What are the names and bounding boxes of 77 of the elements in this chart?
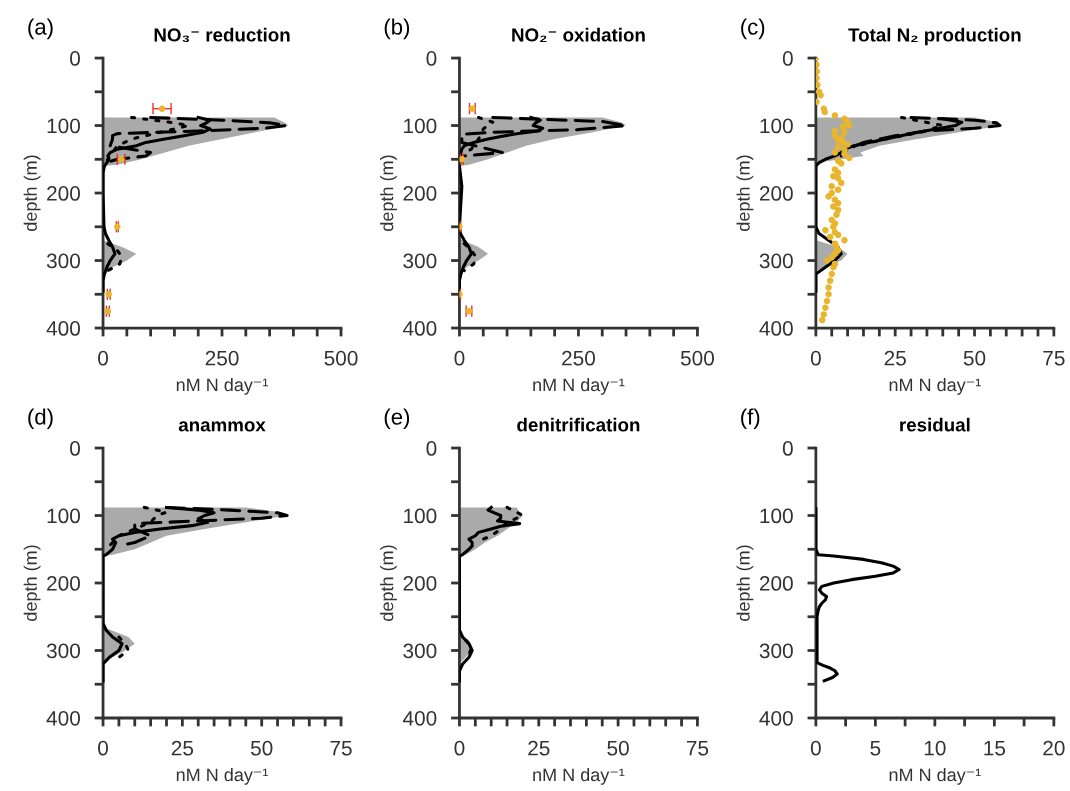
chart-title: residual [900,417,970,432]
y-tick-label: 400 [402,321,437,336]
x-tick-label: 0 [454,350,465,366]
chart-title: NO₂⁻ oxidation [512,27,645,42]
y-tick-label: 0 [70,441,80,456]
y-tick-label: 400 [759,321,793,336]
y-axis-title: depth (m) [380,155,397,231]
x-tick-label: 20 [1043,740,1065,756]
y-tick-label: 100 [760,118,793,134]
y-tick-label: 100 [47,118,81,134]
y-tick-label: 0 [426,51,437,66]
x-tick-label: 15 [984,740,1006,756]
x-tick-label: 25 [528,740,550,756]
text: (d) [28,408,53,430]
x-tick-label: 250 [205,350,239,366]
x-tick-label: 10 [924,740,946,756]
text: (c) [741,18,765,40]
y-axis-title: depth (m) [380,545,397,621]
y-tick-label: 300 [759,643,793,659]
y-tick-label: 0 [782,51,793,66]
x-tick-label: 0 [98,740,109,756]
y-tick-label: 100 [760,508,793,524]
y-tick-label: 200 [47,186,81,201]
x-tick-label: 50 [963,350,986,366]
x-tick-label: 75 [1043,351,1065,366]
text: (a) [28,18,53,40]
y-tick-label: 300 [46,253,81,269]
chart-title: anammox [178,421,266,432]
x-tick-label: 25 [884,350,906,366]
y-tick-label: 400 [759,710,793,726]
chart-title: NO₃⁻ reduction [154,27,290,43]
y-tick-label: 0 [426,441,437,456]
text: (b) [384,18,410,40]
x-tick-label: 75 [686,740,709,756]
y-tick-label: 100 [47,508,81,524]
x-axis-title: nM N day⁻¹ [889,378,981,395]
x-axis-title: nM N day⁻¹ [176,767,269,785]
y-tick-label: 300 [403,643,437,659]
y-tick-label: 300 [403,253,437,269]
text: (e) [384,408,410,430]
y-tick-label: 200 [403,186,437,201]
x-tick-label: 0 [810,740,821,756]
text: (f) [741,408,760,430]
x-axis-title: nM N day⁻¹ [533,378,625,395]
y-tick-label: 400 [402,710,437,726]
y-tick-label: 200 [47,576,81,591]
x-tick-label: 50 [250,740,273,756]
x-tick-label: 0 [98,350,109,366]
y-axis-title: depth (m) [23,545,41,621]
y-tick-label: 100 [404,508,437,524]
y-tick-label: 300 [46,643,81,659]
x-tick-label: 50 [607,740,629,756]
chart-title: Total N₂ production [848,27,1021,46]
y-axis-title: depth (m) [736,155,754,231]
y-tick-label: 300 [759,253,793,269]
y-tick-label: 200 [759,576,793,591]
x-axis-title: nM N day⁻¹ [176,378,269,395]
x-tick-label: 250 [562,350,596,366]
y-tick-label: 200 [759,186,793,201]
y-axis-title: depth (m) [23,155,41,231]
x-axis-title: nM N day⁻¹ [889,767,981,785]
y-tick-label: 0 [70,51,80,66]
y-tick-label: 400 [46,710,81,726]
y-tick-label: 0 [782,441,793,456]
x-tick-label: 0 [810,350,821,366]
x-axis-title: nM N day⁻¹ [533,767,625,785]
y-axis-title: depth (m) [736,545,754,621]
x-tick-label: 0 [454,740,465,756]
x-tick-label: 75 [330,740,352,756]
x-tick-label: 500 [680,350,714,366]
x-tick-label: 5 [870,740,881,756]
y-tick-label: 400 [46,321,81,336]
x-tick-label: 500 [324,350,358,366]
y-tick-label: 100 [404,118,437,134]
y-tick-label: 200 [403,576,437,591]
x-tick-label: 25 [171,740,194,756]
chart-title: denitrification [517,417,640,432]
